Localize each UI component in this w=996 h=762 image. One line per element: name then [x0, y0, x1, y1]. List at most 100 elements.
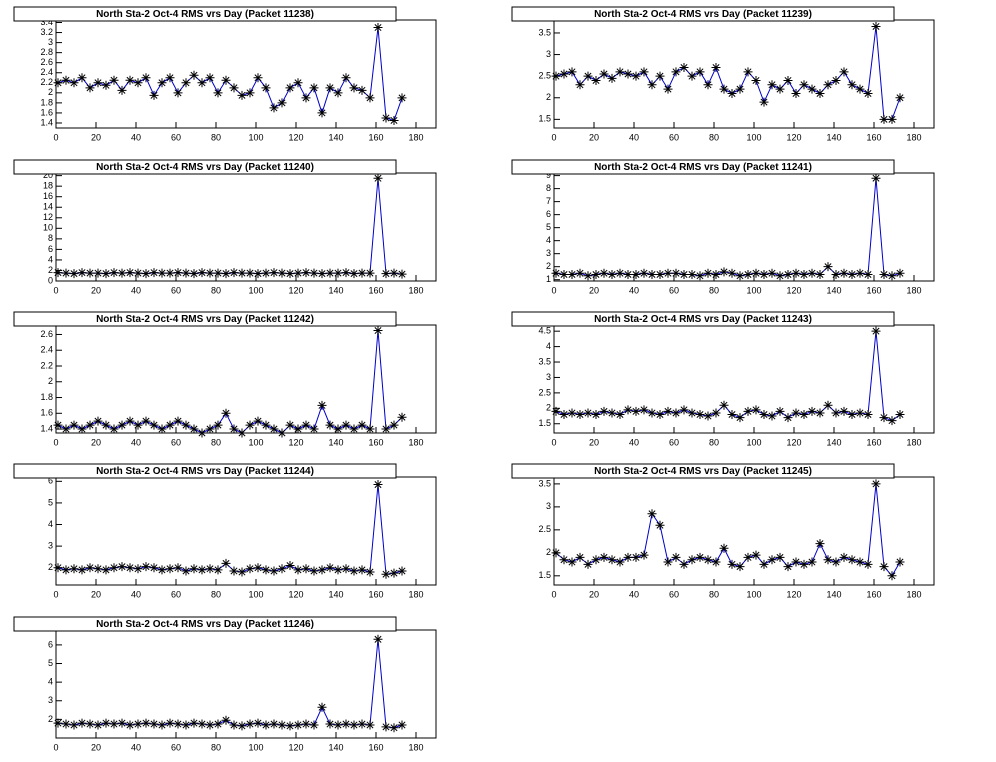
marker — [735, 84, 745, 94]
marker — [599, 406, 609, 416]
marker — [213, 420, 223, 430]
marker — [887, 271, 897, 281]
y-tick-label: 3 — [546, 248, 551, 258]
chart-title: North Sta-2 Oct-4 RMS vrs Day (Packet 11… — [96, 162, 314, 173]
y-tick-label: 2.8 — [40, 47, 53, 57]
x-tick-label: 20 — [91, 285, 101, 295]
y-tick-label: 6 — [48, 639, 53, 649]
marker — [397, 269, 407, 279]
marker — [293, 78, 303, 88]
y-tick-label: 7 — [546, 196, 551, 206]
x-tick-label: 20 — [589, 285, 599, 295]
x-tick-label: 100 — [248, 132, 263, 142]
y-tick-label: 2 — [48, 376, 53, 386]
marker — [839, 552, 849, 562]
y-tick-label: 1.5 — [538, 418, 551, 428]
y-tick-label: 2.6 — [40, 329, 53, 339]
marker — [895, 93, 905, 103]
marker — [711, 63, 721, 73]
x-tick-label: 100 — [746, 437, 761, 447]
x-tick-label: 40 — [629, 589, 639, 599]
marker — [365, 93, 375, 103]
x-tick-label: 60 — [171, 437, 181, 447]
chart-title: North Sta-2 Oct-4 RMS vrs Day (Packet 11… — [96, 9, 314, 20]
y-tick-label: 9 — [546, 170, 551, 180]
marker — [599, 69, 609, 79]
marker — [117, 268, 127, 278]
marker — [895, 409, 905, 419]
marker — [61, 719, 71, 729]
marker — [253, 563, 263, 573]
marker — [751, 405, 761, 415]
y-tick-label: 1.8 — [40, 97, 53, 107]
marker — [77, 73, 87, 83]
marker — [173, 719, 183, 729]
marker — [277, 98, 287, 108]
marker — [855, 408, 865, 418]
marker — [879, 269, 889, 279]
marker — [221, 558, 231, 568]
y-tick-label: 1.5 — [538, 570, 551, 580]
marker — [839, 406, 849, 416]
marker — [599, 552, 609, 562]
marker — [727, 409, 737, 419]
marker — [791, 557, 801, 567]
marker — [357, 268, 367, 278]
marker — [285, 721, 295, 731]
y-tick-label: 2.2 — [40, 77, 53, 87]
marker — [293, 720, 303, 730]
marker — [759, 409, 769, 419]
marker — [823, 262, 833, 272]
x-tick-label: 60 — [669, 589, 679, 599]
x-tick-label: 80 — [709, 437, 719, 447]
y-tick-label: 3.5 — [538, 478, 551, 488]
marker — [639, 268, 649, 278]
marker — [77, 268, 87, 278]
marker — [831, 75, 841, 85]
marker — [149, 90, 159, 100]
marker — [245, 420, 255, 430]
marker — [551, 268, 561, 278]
marker — [775, 271, 785, 281]
x-tick-label: 60 — [669, 285, 679, 295]
marker — [101, 565, 111, 575]
marker — [349, 424, 359, 434]
x-tick-label: 160 — [368, 132, 383, 142]
x-tick-label: 80 — [709, 285, 719, 295]
marker — [863, 88, 873, 98]
y-tick-label: 2.6 — [40, 57, 53, 67]
marker — [639, 550, 649, 560]
marker — [189, 70, 199, 80]
marker — [847, 269, 857, 279]
x-tick-label: 120 — [288, 437, 303, 447]
marker — [117, 85, 127, 95]
y-tick-label: 3.5 — [538, 27, 551, 37]
y-tick-label: 3 — [546, 372, 551, 382]
marker — [631, 552, 641, 562]
marker — [237, 721, 247, 731]
marker — [767, 80, 777, 90]
marker — [277, 720, 287, 730]
marker — [623, 552, 633, 562]
marker — [293, 268, 303, 278]
marker — [213, 88, 223, 98]
marker — [101, 718, 111, 728]
plot-frame — [55, 172, 437, 282]
marker — [157, 268, 167, 278]
marker — [791, 88, 801, 98]
marker — [173, 268, 183, 278]
marker — [815, 408, 825, 418]
marker — [373, 23, 383, 33]
y-tick-label: 16 — [43, 191, 53, 201]
x-tick-label: 180 — [408, 742, 423, 752]
marker — [559, 269, 569, 279]
marker — [61, 268, 71, 278]
marker — [799, 409, 809, 419]
y-tick-label: 2 — [48, 87, 53, 97]
marker — [791, 408, 801, 418]
x-tick-label: 120 — [786, 437, 801, 447]
marker — [807, 84, 817, 94]
marker — [109, 75, 119, 85]
marker — [767, 268, 777, 278]
y-tick-label: 2 — [48, 714, 53, 724]
